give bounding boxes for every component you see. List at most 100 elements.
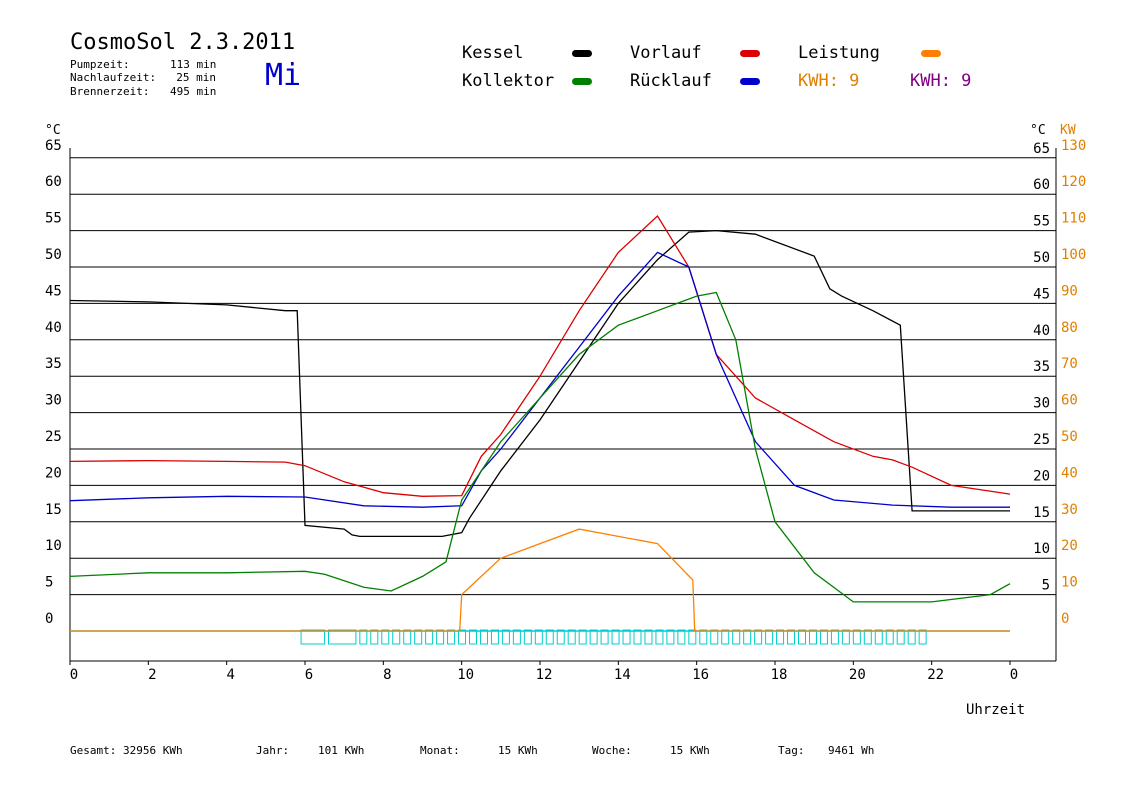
leistung-line xyxy=(70,528,1010,632)
footer-woche-value: 15 KWh xyxy=(670,744,710,757)
legend-kollektor-label: Kollektor xyxy=(462,71,555,91)
footer-tag: Tag: 9461 Wh xyxy=(778,744,874,757)
footer-woche-label: Woche: xyxy=(592,744,632,757)
y-tick-label-right: 25 xyxy=(1033,432,1050,448)
pump-cycle-mark xyxy=(458,629,467,645)
y2-tick-label: 90 xyxy=(1061,283,1078,299)
legend-kwh-orange: KWH: 9 xyxy=(798,71,860,91)
pump-cycle-mark xyxy=(808,629,817,645)
y-tick-label-right: 15 xyxy=(1033,505,1050,521)
legend-ruecklauf-label: Rücklauf xyxy=(630,71,712,91)
pump-block xyxy=(328,629,357,645)
y2-tick-label: 80 xyxy=(1061,320,1078,336)
pump-cycle-mark xyxy=(841,629,850,645)
legend-leistung-label: Leistung xyxy=(798,43,880,63)
legend-kwh-purple: KWH: 9 xyxy=(910,71,972,91)
y-tick-label-left: 25 xyxy=(45,429,62,445)
y2-tick-label: 100 xyxy=(1061,247,1086,263)
stat-pumpzeit-value: 113 min xyxy=(170,58,217,71)
pump-cycle-mark xyxy=(918,629,927,645)
pump-cycle-mark xyxy=(644,629,653,645)
y2-tick-label: 10 xyxy=(1061,575,1078,591)
x-tick-label: 22 xyxy=(927,667,944,683)
right-axis-unit: °C xyxy=(1030,123,1046,138)
y-tick-label-left: 20 xyxy=(45,465,62,481)
pump-cycle-mark xyxy=(567,629,576,645)
y2-tick-label: 60 xyxy=(1061,393,1078,409)
y-tick-label-right: 10 xyxy=(1033,541,1050,557)
x-tick-label: 4 xyxy=(226,667,234,683)
pump-cycle-mark xyxy=(436,629,445,645)
pump-cycle-mark xyxy=(622,629,631,645)
pump-cycle-mark xyxy=(381,629,390,645)
footer-tag-value: 9461 Wh xyxy=(828,744,875,757)
pump-cycle-mark xyxy=(863,629,872,645)
y2-tick-label: 30 xyxy=(1061,502,1078,518)
y-tick-label-right: 50 xyxy=(1033,250,1050,266)
page-title: CosmoSol 2.3.2011 xyxy=(70,30,296,55)
pump-cycle-mark xyxy=(523,629,532,645)
pump-cycle-mark xyxy=(732,629,741,645)
footer-gesamt-label: Gesamt: xyxy=(70,744,117,757)
right-axis-unit-kw: KW xyxy=(1060,123,1076,138)
pump-cycle-mark xyxy=(666,629,675,645)
x-tick-label: 14 xyxy=(614,667,631,683)
vorlauf-line xyxy=(69,214,1011,497)
footer-jahr-value: 101 KWh xyxy=(318,744,365,757)
weekday-label: Mi xyxy=(265,58,302,93)
pump-cycle-mark xyxy=(874,629,883,645)
legend-vorlauf-label: Vorlauf xyxy=(630,43,702,63)
pump-cycle-mark xyxy=(710,629,719,645)
x-axis-label: Uhrzeit xyxy=(966,702,1026,718)
pump-cycle-mark xyxy=(611,629,620,645)
footer-jahr-label: Jahr: xyxy=(256,744,290,757)
pump-cycle-mark xyxy=(907,629,916,645)
pump-cycle-mark xyxy=(633,629,642,645)
x-tick-label: 2 xyxy=(148,667,156,683)
stat-brennerzeit: Brennerzeit: 495 min xyxy=(70,85,216,98)
pump-cycle-mark xyxy=(556,629,565,645)
pump-cycle-mark xyxy=(425,629,434,645)
y-tick-label-right: 30 xyxy=(1033,396,1050,412)
pump-cycle-mark xyxy=(896,629,905,645)
pump-cycle-mark xyxy=(589,629,598,645)
stat-brennerzeit-value: 495 min xyxy=(170,85,217,98)
y-tick-label-left: 40 xyxy=(45,320,62,336)
pump-cycle-mark xyxy=(776,629,785,645)
footer-woche: Woche: 15 KWh xyxy=(592,744,710,757)
pump-cycle-mark xyxy=(359,629,368,645)
footer-monat-value: 15 KWh xyxy=(498,744,538,757)
pump-cycle-mark xyxy=(743,629,752,645)
x-tick-label: 0 xyxy=(1010,667,1018,683)
y-tick-label-right: 45 xyxy=(1033,286,1050,302)
ruecklauf-line xyxy=(69,251,1010,508)
y-tick-label-right: 55 xyxy=(1033,214,1050,230)
y-tick-label-right: 20 xyxy=(1033,468,1050,484)
stat-brennerzeit-label: Brennerzeit: xyxy=(70,85,150,98)
x-tick-label: 0 xyxy=(70,667,78,683)
y2-tick-label: 0 xyxy=(1061,611,1069,627)
stat-pumpzeit-label: Pumpzeit: xyxy=(70,58,130,71)
y2-tick-label: 50 xyxy=(1061,429,1078,445)
legend-kessel-label: Kessel xyxy=(462,43,524,63)
footer-monat: Monat: 15 KWh xyxy=(420,744,538,757)
y-tick-label-left: 0 xyxy=(45,611,53,627)
pump-cycle-mark xyxy=(534,629,543,645)
pump-cycle-mark xyxy=(655,629,664,645)
footer-gesamt-value: 32956 KWh xyxy=(122,744,183,757)
pump-cycle-mark xyxy=(885,629,894,645)
pump-cycle-mark xyxy=(469,629,477,645)
x-tick-label: 8 xyxy=(383,667,391,683)
pump-cycle-mark xyxy=(852,629,861,645)
pump-cycle-mark xyxy=(688,629,697,645)
y2-tick-label: 20 xyxy=(1061,538,1078,554)
legend-kollektor-swatch xyxy=(572,78,592,85)
left-axis-unit: °C xyxy=(45,123,61,138)
x-tick-label: 16 xyxy=(692,667,709,683)
x-tick-label: 18 xyxy=(771,667,788,683)
y-tick-label-right: 65 xyxy=(1033,141,1050,157)
y-tick-label-right: 35 xyxy=(1033,359,1050,375)
footer-monat-label: Monat: xyxy=(420,744,460,757)
y-tick-label-left: 5 xyxy=(45,575,53,591)
